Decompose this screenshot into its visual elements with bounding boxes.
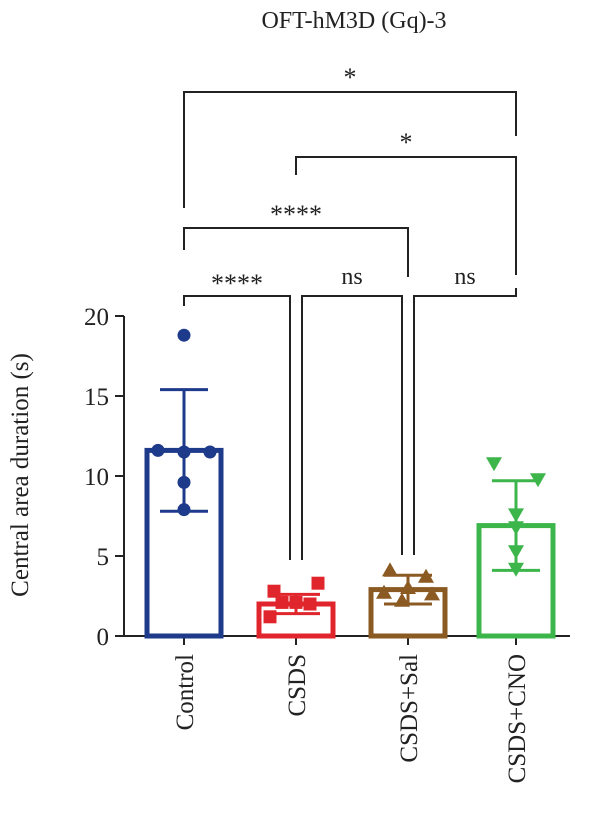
y-tick-label: 0	[97, 624, 110, 651]
data-point	[275, 595, 289, 609]
axes: 0 5 10 15 20 Control CSDS CSDS+Sal CSDS+CNO	[84, 304, 570, 783]
significance-label: ****	[211, 269, 263, 298]
error-bars	[160, 388, 540, 616]
bars	[144, 447, 556, 639]
y-tick-label: 5	[97, 544, 110, 571]
significance-bracket	[413, 288, 517, 555]
x-tick-label: Control	[172, 654, 199, 730]
significance-bracket	[301, 295, 403, 560]
data-point	[311, 576, 325, 590]
y-tick-label: 10	[84, 464, 109, 491]
data-points	[151, 328, 546, 624]
data-point	[486, 457, 502, 472]
significance-brackets: ********** ns ns	[183, 63, 517, 560]
significance-label: *	[400, 128, 413, 157]
data-point	[376, 584, 392, 599]
data-point	[203, 445, 217, 459]
data-point	[177, 328, 191, 342]
y-axis-label: Central area duration (s)	[7, 353, 34, 597]
significance-bracket	[183, 295, 291, 560]
y-tick-label: 15	[84, 384, 109, 411]
data-point	[151, 443, 165, 457]
y-tick-label: 20	[84, 304, 109, 331]
significance-bracket	[295, 156, 517, 275]
chart-title: OFT-hM3D (Gq)-3	[261, 8, 446, 34]
significance-label: ns	[454, 264, 475, 290]
x-tick-label: CSDS+Sal	[396, 654, 423, 763]
significance-label: ****	[270, 200, 322, 229]
significance-label: *	[344, 63, 357, 92]
significance-bracket	[183, 227, 409, 277]
significance-bracket	[183, 91, 517, 208]
data-point	[303, 597, 317, 611]
x-tick-label: CSDS+CNO	[504, 654, 531, 783]
data-point	[382, 562, 398, 577]
significance-label: ns	[341, 264, 362, 290]
data-point	[424, 586, 440, 601]
x-tick-label: CSDS	[284, 654, 311, 717]
